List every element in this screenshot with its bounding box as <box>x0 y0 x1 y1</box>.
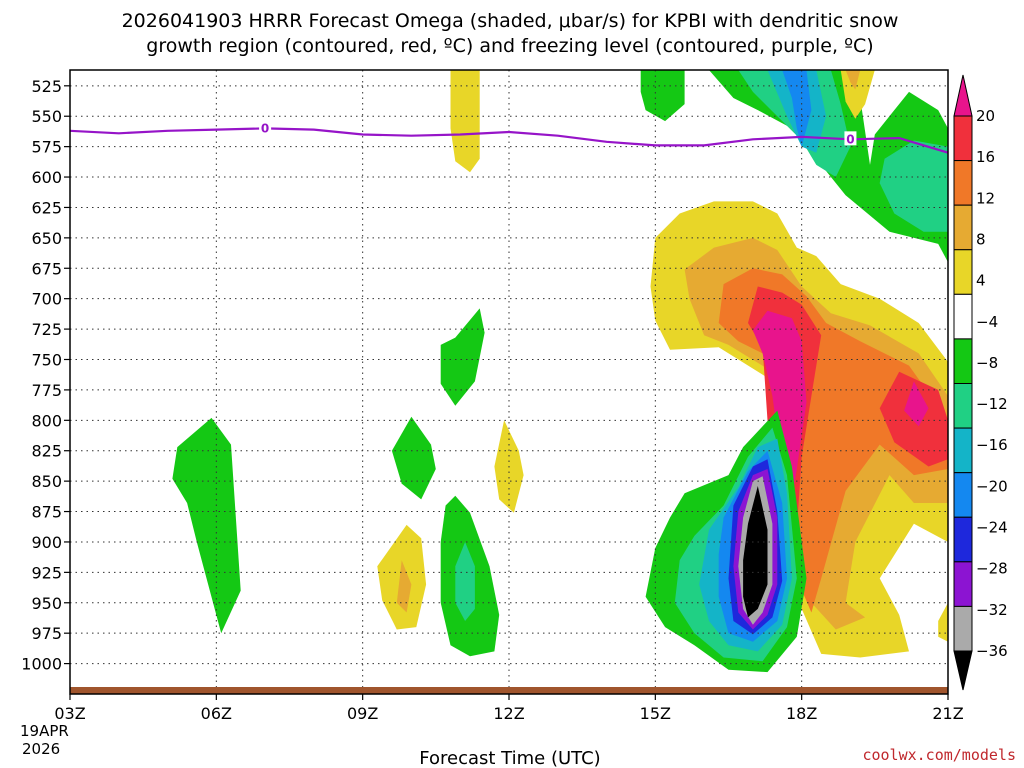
freezing-label-1: 0 <box>846 132 854 146</box>
colorbar-label-3: 8 <box>976 230 986 248</box>
x-tick-label-06Z: 06Z <box>201 704 232 723</box>
date-block: 19APR 2026 <box>20 722 69 758</box>
colorbar-swatch-1 <box>953 115 973 162</box>
grid-lines <box>70 70 948 694</box>
y-tick-label-625: 625 <box>31 198 62 217</box>
y-tick-label-775: 775 <box>31 381 62 400</box>
colorbar: 20 16 12 8 4 −4 −8 −12 −16 −20 −24 −28 −32 −36 <box>953 74 1008 691</box>
y-tick-label-675: 675 <box>31 259 62 278</box>
chart-title: 2026041903 HRRR Forecast Omega (shaded, … <box>122 10 899 57</box>
colorbar-label-2: 12 <box>976 189 995 207</box>
y-tick-label-550: 550 <box>31 107 62 126</box>
y-tick-label-700: 700 <box>31 290 62 309</box>
colorbar-swatch-4 <box>953 249 973 295</box>
omega-region-green-1000-mid <box>391 416 436 500</box>
x-tick-label-09Z: 09Z <box>347 704 378 723</box>
y-tick-label-725: 725 <box>31 320 62 339</box>
y-tick-label-875: 875 <box>31 503 62 522</box>
freezing-label-0: 0 <box>261 121 269 135</box>
freezing-label-bg-0 <box>259 120 272 135</box>
freezing-level-line <box>70 127 948 154</box>
y-tick-label-900: 900 <box>31 533 62 552</box>
omega-region-yellow-tall-0930 <box>450 70 480 173</box>
freezing-level-contour: 00 <box>70 120 948 154</box>
colorbar-label-11: −28 <box>976 560 1008 578</box>
omega-region-blue-upper <box>782 70 812 147</box>
x-tick-label-15Z: 15Z <box>640 704 671 723</box>
omega-region-teal-upper-right <box>879 140 948 232</box>
title-line-2: growth region (contoured, red, ºC) and f… <box>146 35 873 57</box>
colorbar-label-10: −24 <box>976 519 1008 537</box>
omega-shading <box>172 70 948 673</box>
colorbar-swatch-6 <box>953 338 973 384</box>
x-axis-title: Forecast Time (UTC) <box>419 748 600 768</box>
title-line-1: 2026041903 HRRR Forecast Omega (shaded, … <box>122 10 899 32</box>
colorbar-swatch-9 <box>953 472 973 518</box>
date-label-year: 2026 <box>22 740 60 758</box>
colorbar-swatch-3 <box>953 204 973 251</box>
colorbar-label-4: 4 <box>976 272 986 290</box>
colorbar-label-13: −36 <box>976 642 1008 660</box>
freezing-label-bg-1 <box>844 131 857 146</box>
omega-region-orange-1000-low <box>396 560 412 613</box>
y-tick-label-1000: 1000 <box>21 655 62 674</box>
x-axis: 03Z 06Z 09Z 12Z 15Z 18Z 21Z <box>54 694 964 723</box>
colorbar-label-9: −20 <box>976 477 1008 495</box>
omega-region-orange-1830-top <box>845 70 861 90</box>
colorbar-label-1: 16 <box>976 148 995 166</box>
y-tick-label-600: 600 <box>31 168 62 187</box>
x-tick-label-03Z: 03Z <box>54 704 85 723</box>
colorbar-swatch-10 <box>953 516 973 563</box>
colorbar-swatch-8 <box>953 427 973 474</box>
omega-region-yellow-1830-top <box>840 70 875 119</box>
omega-region-teal-1100-low <box>455 542 475 621</box>
colorbar-label-8: −16 <box>976 436 1008 454</box>
omega-region-green-0600 <box>172 417 241 634</box>
x-tick-label-12Z: 12Z <box>493 704 524 723</box>
y-tick-label-950: 950 <box>31 594 62 613</box>
y-tick-label-575: 575 <box>31 138 62 157</box>
y-axis: 525 550 575 600 625 650 675 700 725 750 775 800 825 8… <box>21 77 70 674</box>
colorbar-swatch-7 <box>953 383 973 429</box>
credit-text: coolwx.com/models <box>862 746 1016 764</box>
colorbar-top-arrow <box>953 74 973 117</box>
omega-region-green-1300-top <box>640 70 685 122</box>
colorbar-bottom-arrow <box>953 650 973 691</box>
y-tick-label-850: 850 <box>31 472 62 491</box>
omega-region-black-low-main <box>743 486 768 618</box>
y-tick-label-800: 800 <box>31 411 62 430</box>
ground-strip <box>70 687 948 694</box>
omega-region-green-1100-upper <box>440 308 485 406</box>
omega-region-yellow-2100-edge <box>938 602 948 642</box>
x-tick-label-18Z: 18Z <box>786 704 817 723</box>
y-tick-label-750: 750 <box>31 350 62 369</box>
colorbar-label-5: −4 <box>976 313 998 331</box>
colorbar-swatch-12 <box>953 605 973 652</box>
colorbar-label-0: 20 <box>976 107 995 125</box>
colorbar-label-6: −8 <box>976 354 998 372</box>
colorbar-swatch-2 <box>953 160 973 206</box>
colorbar-swatch-11 <box>953 561 973 607</box>
y-tick-label-925: 925 <box>31 563 62 582</box>
colorbar-label-12: −32 <box>976 601 1008 619</box>
y-tick-label-525: 525 <box>31 77 62 96</box>
colorbar-label-7: −12 <box>976 395 1008 413</box>
y-tick-label-975: 975 <box>31 624 62 643</box>
omega-region-magenta-right <box>904 381 929 427</box>
x-tick-label-21Z: 21Z <box>932 704 963 723</box>
y-tick-label-825: 825 <box>31 442 62 461</box>
y-tick-label-650: 650 <box>31 229 62 248</box>
colorbar-swatch-5 <box>953 293 973 340</box>
date-label-month: 19APR <box>20 722 69 740</box>
